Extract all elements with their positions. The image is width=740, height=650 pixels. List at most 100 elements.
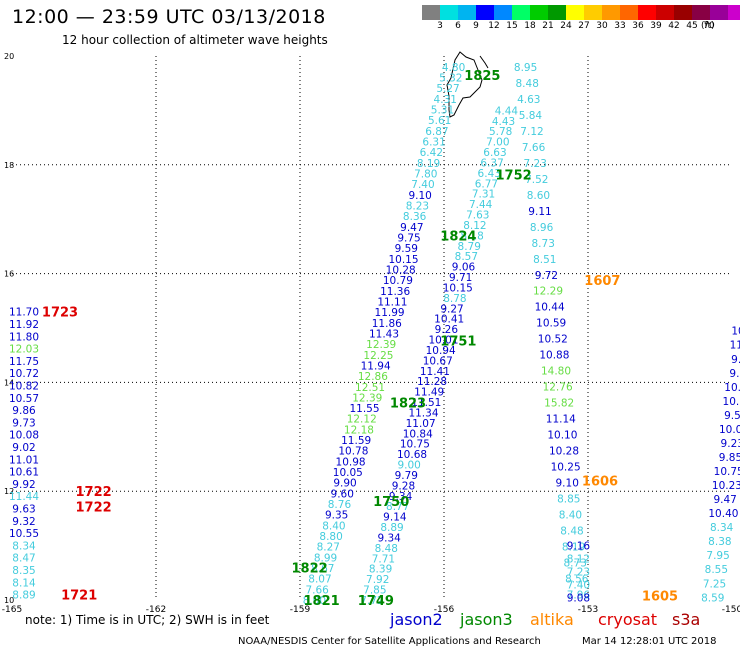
wave-height-value: 10.55 bbox=[9, 528, 39, 540]
wave-height-value: 9.23 bbox=[721, 438, 740, 450]
pass-time-label: 1751 bbox=[440, 335, 476, 350]
wave-height-value: 9.32 bbox=[12, 516, 35, 528]
wave-height-value: 9.16 bbox=[567, 541, 591, 553]
wave-height-value: 10.44 bbox=[535, 302, 565, 314]
wave-height-value: 4.63 bbox=[517, 94, 540, 106]
wave-height-value: 10.72 bbox=[9, 368, 39, 380]
wave-height-value: 8.34 bbox=[710, 522, 734, 534]
wave-height-value: 9.91 bbox=[731, 354, 740, 366]
lat-tick-label: 20 bbox=[4, 52, 14, 61]
legend-jason2: jason2 bbox=[390, 610, 443, 629]
wave-height-value: 11.29 bbox=[730, 340, 740, 352]
pass-time-label: 1750 bbox=[373, 495, 409, 510]
wave-height-value: 10.75 bbox=[714, 466, 740, 478]
wave-height-value: 10.82 bbox=[9, 380, 39, 392]
wave-height-value: 8.47 bbox=[12, 553, 35, 565]
wave-height-value: 9.63 bbox=[12, 503, 35, 515]
wave-height-value: 9.50 bbox=[724, 410, 740, 422]
wave-height-value: 8.89 bbox=[12, 590, 35, 602]
wave-height-value: 10.28 bbox=[549, 446, 579, 458]
wave-height-value: 10.40 bbox=[708, 508, 738, 520]
wave-height-value: 11.92 bbox=[9, 319, 39, 331]
pass-time-label: 1606 bbox=[582, 474, 618, 489]
wave-height-value: 10.88 bbox=[539, 350, 569, 362]
wave-height-value: 10.25 bbox=[551, 462, 581, 474]
pass-time-label: 1824 bbox=[440, 230, 476, 245]
wave-height-value: 14.80 bbox=[541, 366, 571, 378]
wave-height-value: 11.01 bbox=[9, 454, 39, 466]
wave-height-value: 8.14 bbox=[12, 577, 36, 589]
wave-height-map: -165 -162 -159 -156 -153 -150201816141210 11.… bbox=[0, 0, 740, 650]
wave-height-value: 7.25 bbox=[703, 578, 726, 590]
wave-height-value: 12.29 bbox=[533, 286, 563, 298]
wave-height-value: 10.61 bbox=[9, 467, 39, 479]
wave-height-value: 8.34 bbox=[12, 540, 36, 552]
wave-height-value: 9.47 bbox=[713, 494, 736, 506]
legend-s3a: s3a bbox=[672, 610, 700, 629]
legend-cryosat: cryosat bbox=[598, 610, 657, 629]
wave-height-value: 9.74 bbox=[729, 368, 740, 380]
wave-height-value: 11.75 bbox=[9, 356, 39, 368]
units-note: note: 1) Time is in UTC; 2) SWH is in fe… bbox=[25, 613, 269, 627]
pass-time-label: 1821 bbox=[304, 594, 340, 609]
wave-height-value: 7.40 bbox=[567, 579, 590, 591]
wave-height-value: 9.08 bbox=[567, 592, 590, 604]
wave-height-value: 8.85 bbox=[557, 494, 580, 506]
pass-time-label: 1825 bbox=[464, 69, 500, 84]
wave-height-value: 8.55 bbox=[705, 564, 728, 576]
wave-height-value: 9.72 bbox=[535, 270, 558, 282]
lat-tick-label: 18 bbox=[4, 161, 14, 170]
wave-height-value: 9.86 bbox=[12, 405, 36, 417]
credit-text: NOAA/NESDIS Center for Satellite Applica… bbox=[238, 636, 541, 647]
pass-time-label: 1722 bbox=[76, 485, 112, 500]
wave-height-value: 10.08 bbox=[9, 430, 39, 442]
wave-height-value: 10.97 bbox=[724, 382, 740, 394]
wave-height-value: 11.44 bbox=[9, 491, 39, 503]
wave-height-value: 9.02 bbox=[12, 442, 35, 454]
pass-time-label: 1607 bbox=[584, 274, 620, 289]
altimeter-tracks: 11.7011.9211.8012.0311.7510.7210.8210.57… bbox=[9, 62, 740, 607]
wave-height-value: 10.10 bbox=[547, 430, 577, 442]
wave-height-value: 7.12 bbox=[520, 126, 543, 138]
pass-time-label: 1749 bbox=[358, 594, 394, 609]
pass-time-label: 1823 bbox=[390, 397, 426, 412]
wave-height-value: 8.48 bbox=[560, 526, 583, 538]
wave-height-value: 15.82 bbox=[544, 398, 574, 410]
wave-height-value: 10.52 bbox=[538, 334, 568, 346]
wave-height-value: 12.03 bbox=[9, 344, 39, 356]
wave-height-value: 10.64 bbox=[723, 396, 740, 408]
wave-height-value: 10.57 bbox=[9, 393, 39, 405]
wave-height-value: 12.76 bbox=[543, 382, 573, 394]
wave-height-value: 9.92 bbox=[12, 479, 35, 491]
wave-height-value: 10.23 bbox=[712, 480, 740, 492]
pass-time-label: 1752 bbox=[496, 169, 532, 184]
wave-height-value: 8.40 bbox=[559, 510, 582, 522]
wave-height-value: 7.23 bbox=[567, 566, 590, 578]
wave-height-value: 8.95 bbox=[514, 62, 537, 74]
wave-height-value: 8.59 bbox=[701, 592, 724, 604]
wave-height-value: 7.95 bbox=[706, 550, 729, 562]
wave-height-value: 11.70 bbox=[9, 307, 39, 319]
wave-height-value: 10.00 bbox=[719, 424, 740, 436]
legend-jason3: jason3 bbox=[460, 610, 513, 629]
pass-time-label: 1721 bbox=[61, 589, 97, 604]
wave-height-value: 9.73 bbox=[12, 417, 35, 429]
wave-height-value: 9.85 bbox=[719, 452, 740, 464]
lat-tick-label: 16 bbox=[4, 270, 14, 279]
pass-time-label: 1822 bbox=[292, 561, 328, 576]
wave-height-value: 11.14 bbox=[546, 414, 576, 426]
pass-time-label: 1723 bbox=[42, 306, 78, 321]
wave-height-value: 5.84 bbox=[519, 110, 543, 122]
wave-height-value: 8.48 bbox=[516, 78, 539, 90]
pass-time-label: 1722 bbox=[76, 500, 112, 515]
wave-height-value: 7.66 bbox=[522, 142, 546, 154]
wave-height-value: 10.90 bbox=[731, 326, 740, 338]
wave-height-value: 8.60 bbox=[527, 190, 550, 202]
legend-altika: altika bbox=[530, 610, 574, 629]
pass-time-label: 1605 bbox=[642, 590, 678, 605]
wave-height-value: 8.35 bbox=[12, 565, 35, 577]
coastline-segment bbox=[480, 56, 488, 68]
generated-timestamp: Mar 14 12:28:01 UTC 2018 bbox=[582, 636, 717, 647]
wave-height-value: 11.80 bbox=[9, 331, 39, 343]
wave-height-value: 8.96 bbox=[530, 222, 554, 234]
